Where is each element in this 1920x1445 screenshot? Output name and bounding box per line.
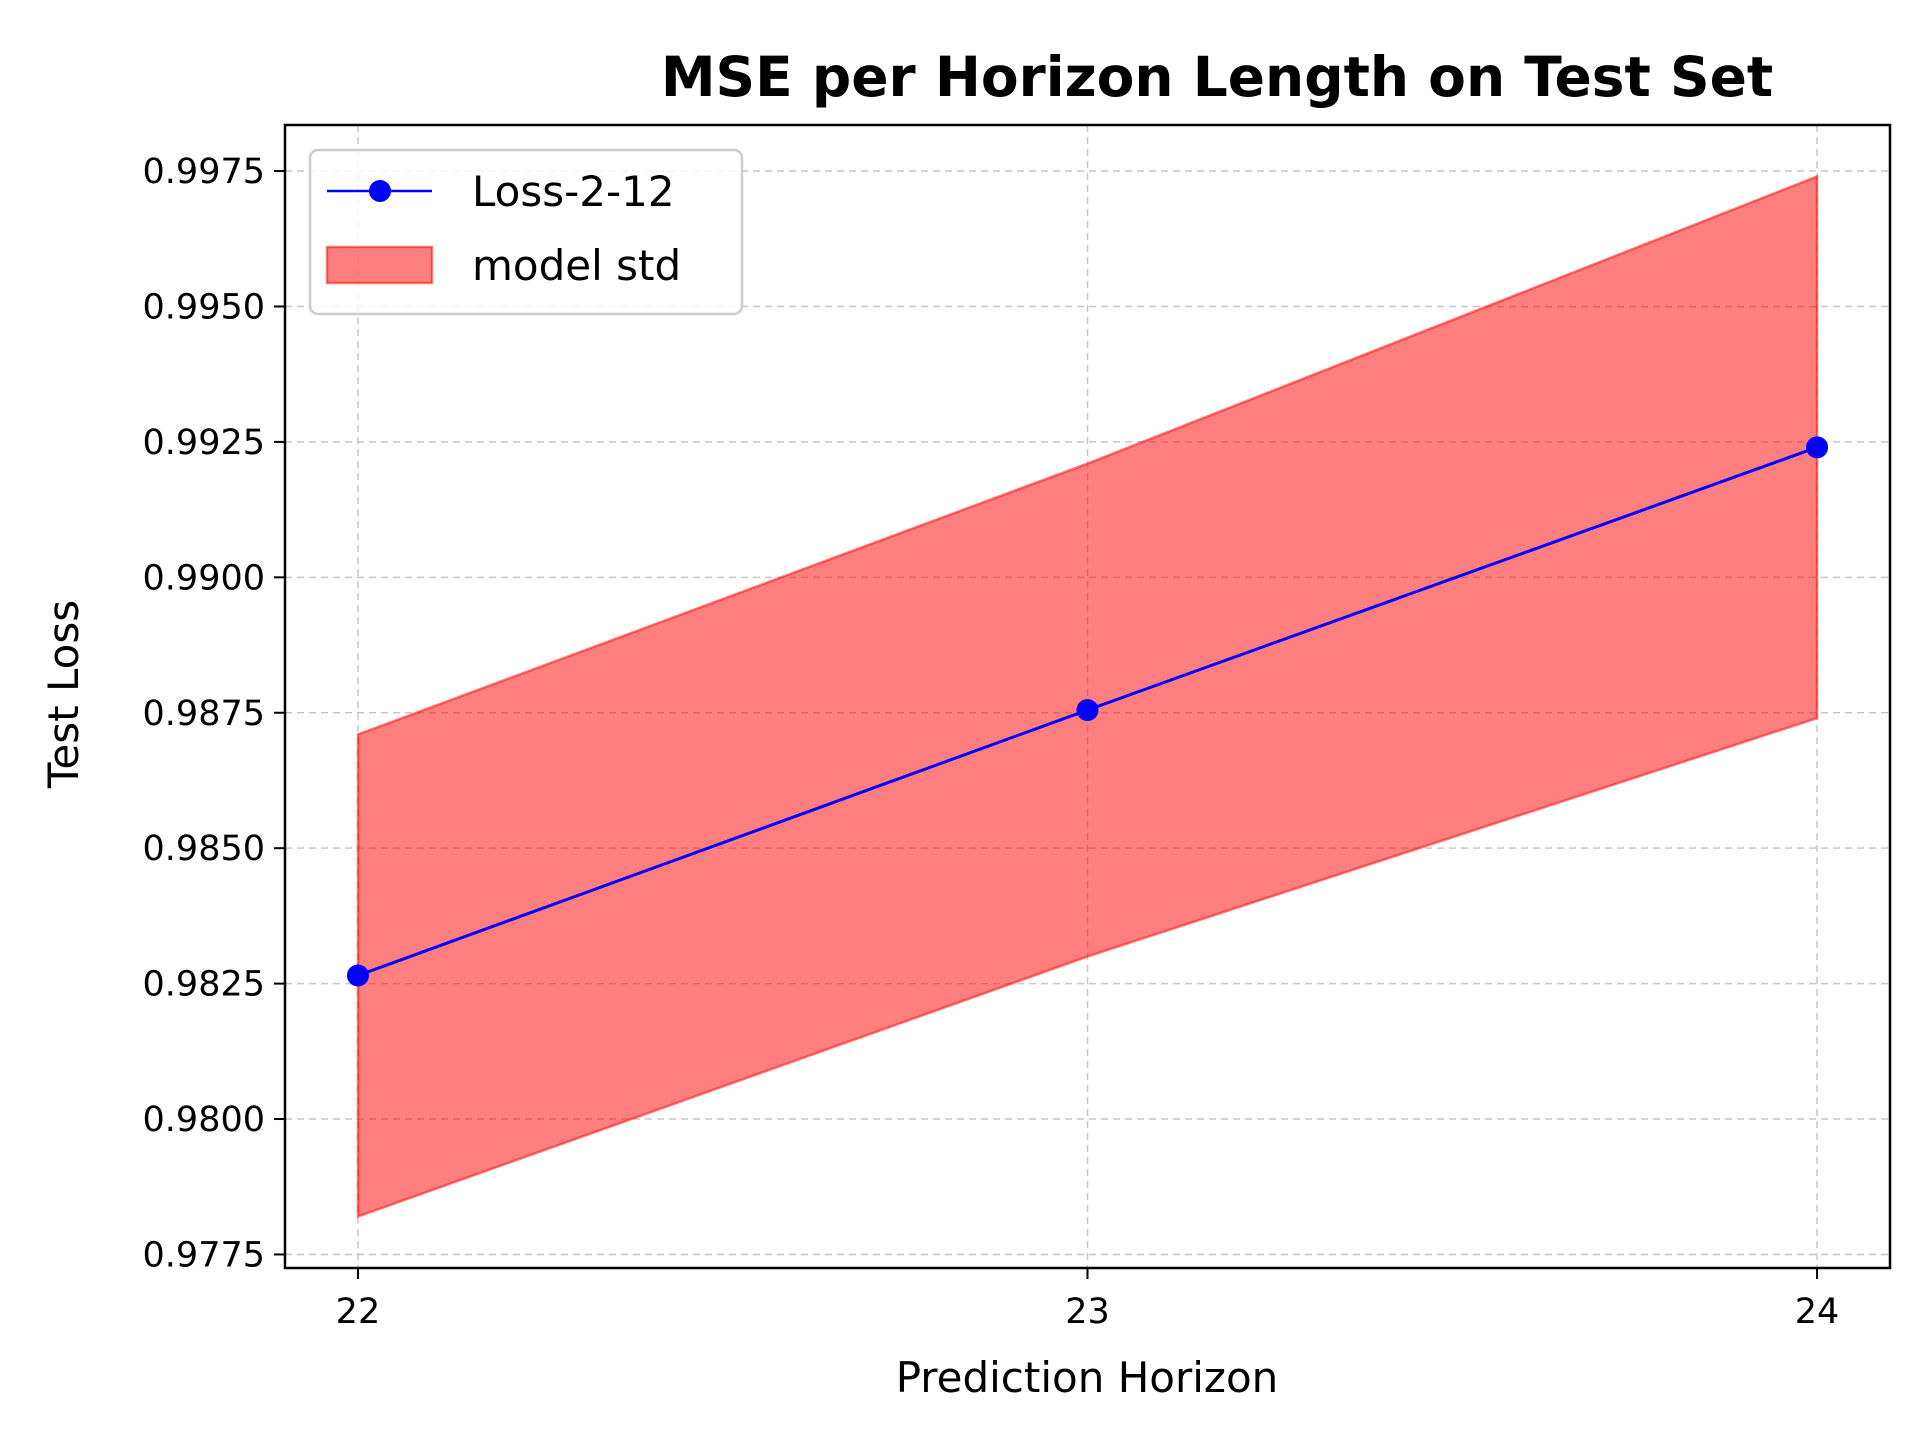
chart-title: MSE per Horizon Length on Test Set bbox=[661, 45, 1773, 109]
data-point bbox=[346, 964, 369, 987]
data-point bbox=[1076, 699, 1099, 722]
x-axis-label: Prediction Horizon bbox=[896, 1353, 1279, 1402]
y-tick-label: 0.9800 bbox=[143, 1100, 265, 1140]
y-tick-label: 0.9900 bbox=[143, 558, 265, 598]
y-tick-label: 0.9775 bbox=[143, 1235, 265, 1275]
legend: Loss-2-12 model std bbox=[308, 148, 744, 316]
y-tick-label: 0.9925 bbox=[143, 423, 265, 463]
x-tick-label: 23 bbox=[1065, 1292, 1110, 1332]
y-tick-label: 0.9950 bbox=[143, 287, 265, 327]
y-tick-label: 0.9850 bbox=[143, 829, 265, 869]
legend-marker-swatch bbox=[369, 180, 391, 202]
x-tick-label: 22 bbox=[336, 1292, 381, 1332]
legend-band-swatch bbox=[325, 245, 434, 285]
x-tick-label: 24 bbox=[1795, 1292, 1840, 1332]
std-band bbox=[356, 174, 1819, 1219]
y-axis-label: Test Loss bbox=[39, 600, 88, 789]
y-axis-ticks: 0.9775 0.9800 0.9825 0.9850 0.9875 0.9900 0.99… bbox=[143, 152, 285, 1275]
y-tick-label: 0.9825 bbox=[143, 965, 265, 1005]
std-band-layer bbox=[356, 174, 1819, 1219]
x-axis-ticks: 22 23 24 bbox=[336, 1268, 1840, 1332]
y-tick-label: 0.9875 bbox=[143, 694, 265, 734]
series-layer bbox=[346, 436, 1829, 987]
data-point bbox=[1806, 436, 1829, 459]
y-tick-label: 0.9975 bbox=[143, 152, 265, 192]
legend-label-series: Loss-2-12 bbox=[472, 167, 675, 216]
legend-label-band: model std bbox=[472, 241, 681, 290]
